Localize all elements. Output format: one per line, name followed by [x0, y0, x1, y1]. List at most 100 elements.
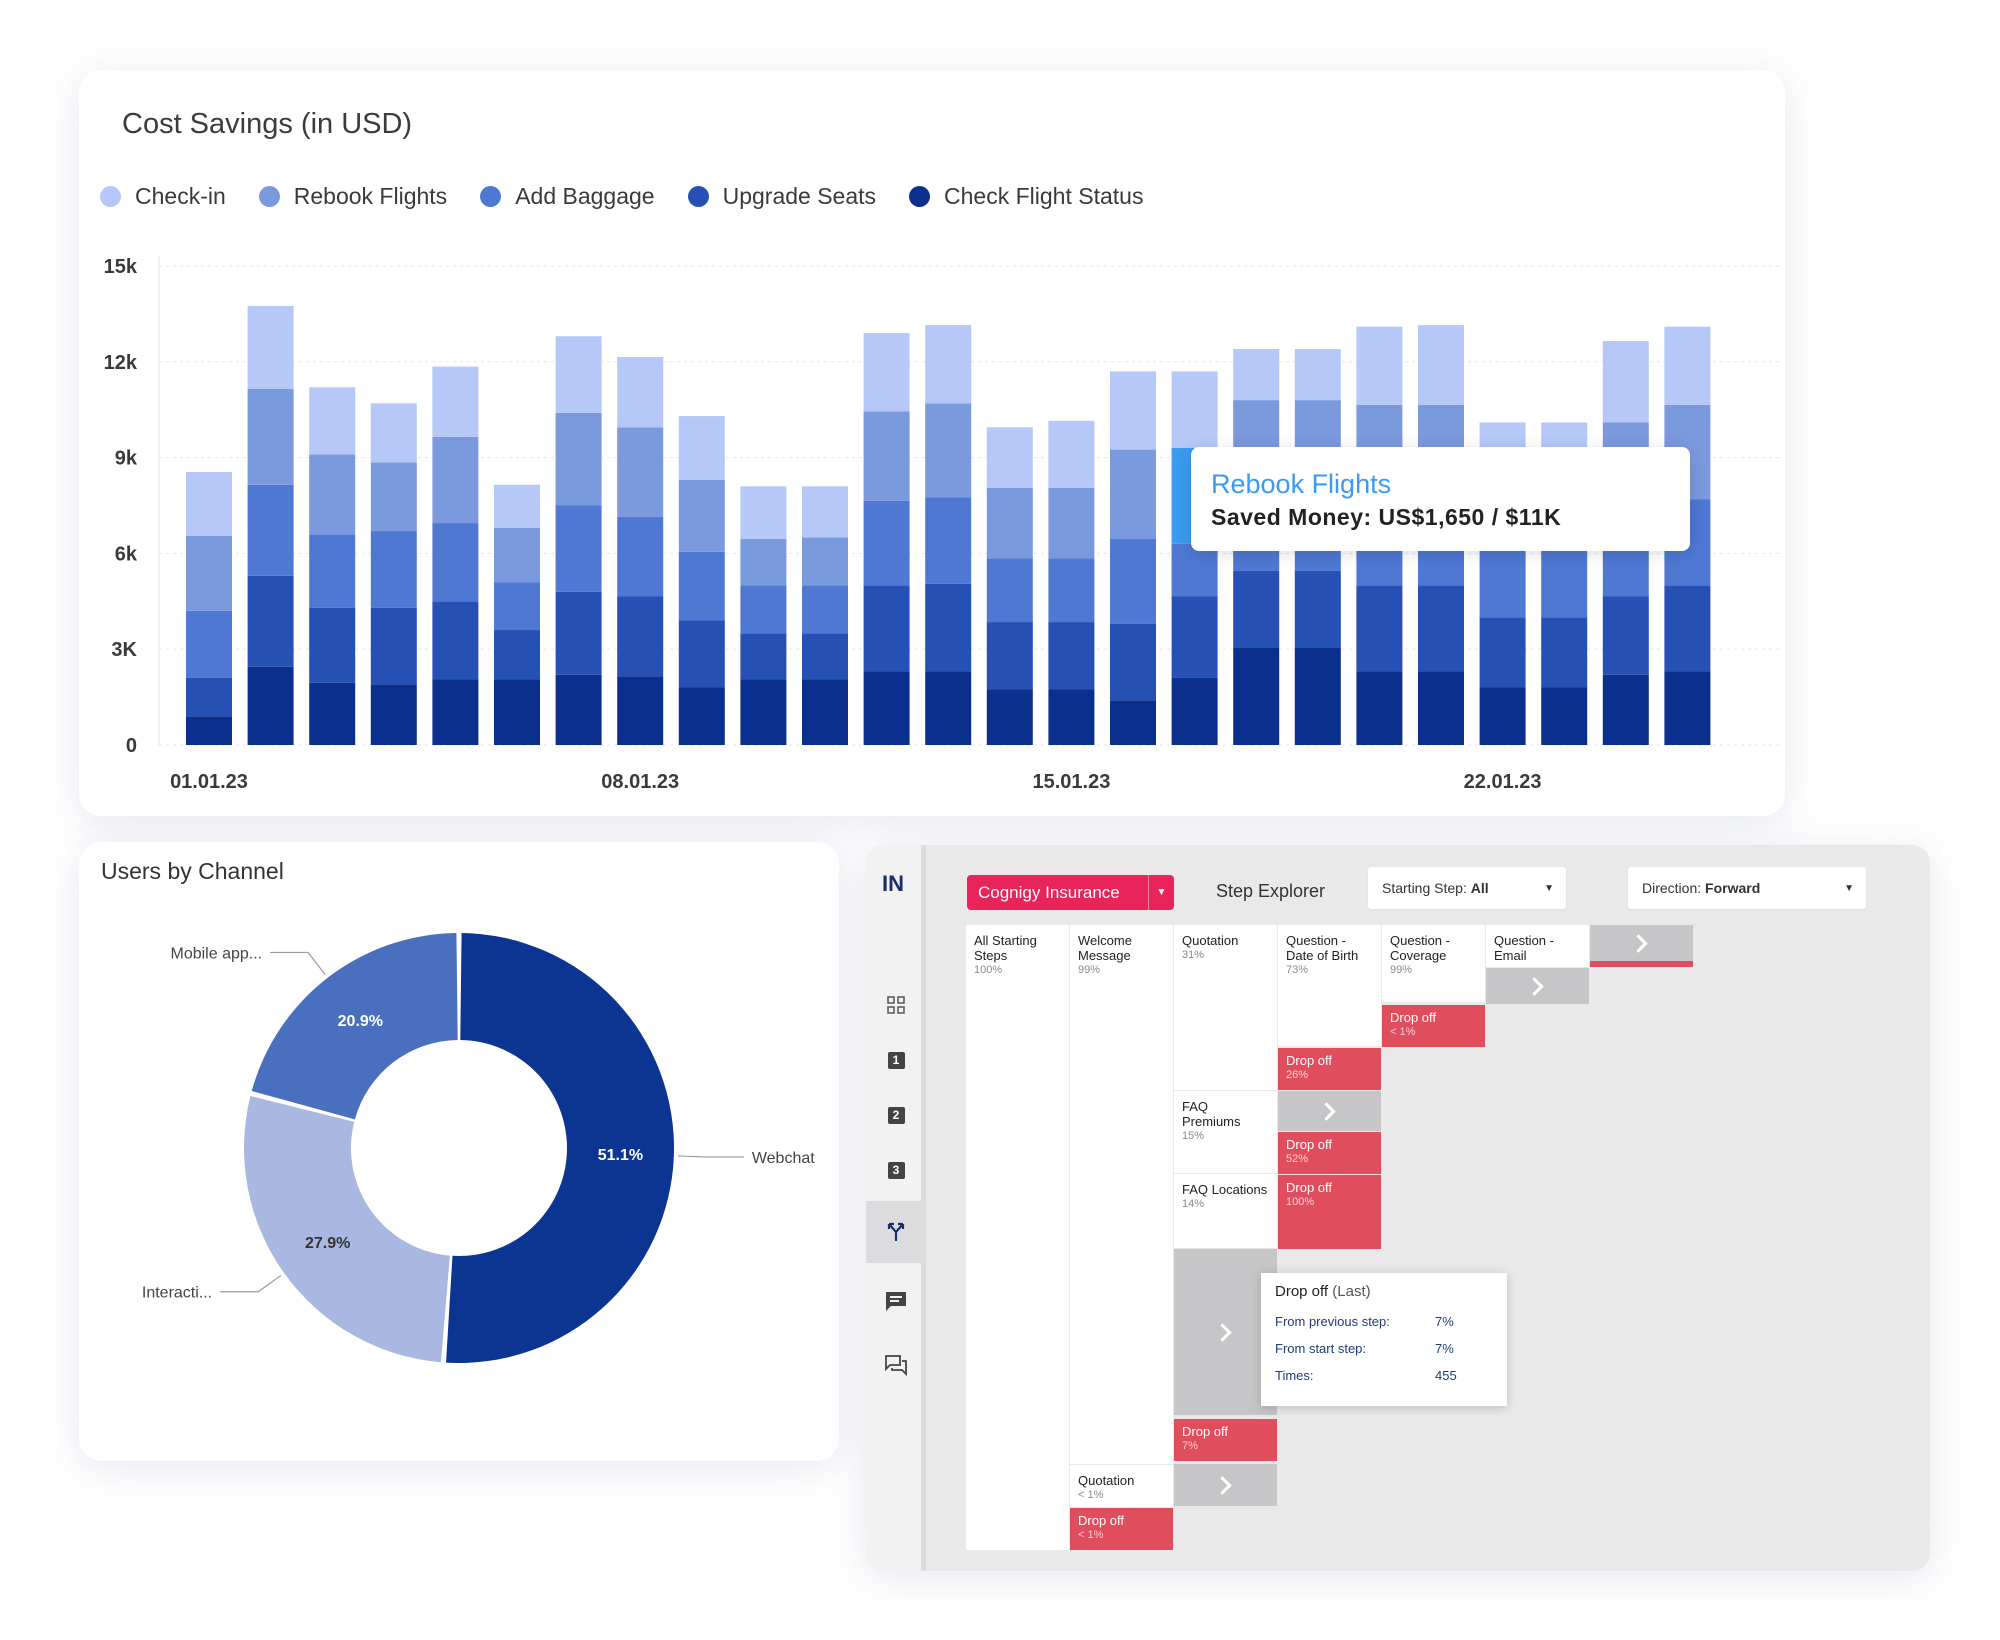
bar-segment[interactable] [1171, 596, 1218, 678]
bar-segment[interactable] [1171, 543, 1218, 597]
bar-segment[interactable] [1110, 539, 1156, 624]
bar-segment[interactable] [432, 436, 479, 524]
step-cell-question-date-of-birth[interactable]: Question - Date of Birth 73% [1278, 925, 1381, 1046]
donut-slice[interactable] [446, 933, 674, 1363]
step-cell-quotation-2[interactable]: Quotation < 1% [1070, 1465, 1173, 1507]
step-cell-drop-off[interactable]: Drop off 100% [1278, 1175, 1381, 1249]
next-step-button[interactable] [1278, 1091, 1381, 1131]
bar-segment[interactable] [863, 585, 910, 672]
bar-segment[interactable] [617, 676, 664, 745]
bar-segment[interactable] [678, 620, 725, 688]
bar-segment[interactable] [802, 585, 848, 634]
bar-segment[interactable] [186, 677, 232, 717]
bar-segment[interactable] [1664, 671, 1711, 745]
bar-segment[interactable] [802, 679, 848, 745]
bar-segment[interactable] [186, 610, 232, 678]
step-cell-question-email[interactable]: Question - Email [1486, 925, 1589, 967]
bar-segment[interactable] [1110, 700, 1156, 745]
bar-segment[interactable] [247, 484, 294, 576]
bar-segment[interactable] [617, 516, 664, 597]
bar-segment[interactable] [740, 679, 787, 745]
bar-segment[interactable] [986, 427, 1033, 488]
bar-segment[interactable] [1171, 677, 1218, 745]
bar-segment[interactable] [925, 497, 972, 584]
bar-segment[interactable] [370, 531, 417, 608]
bar-segment[interactable] [678, 687, 725, 745]
step-cell-faq-premiums[interactable]: FAQ Premiums 15% [1174, 1091, 1277, 1173]
step-cell-faq-locations[interactable]: FAQ Locations 14% [1174, 1174, 1277, 1248]
step-cell-quotation[interactable]: Quotation 31% [1174, 925, 1277, 1090]
bar-segment[interactable] [555, 336, 602, 413]
chat-icon[interactable] [876, 1281, 916, 1321]
bar-segment[interactable] [986, 622, 1033, 690]
bar-segment[interactable] [309, 454, 356, 535]
bar-segment[interactable] [247, 575, 294, 667]
bar-segment[interactable] [1418, 671, 1464, 745]
legend-item-upgrade-seats[interactable]: Upgrade Seats [687, 183, 876, 210]
bar-segment[interactable] [309, 534, 356, 608]
bar-segment[interactable] [555, 591, 602, 675]
bar-segment[interactable] [1048, 558, 1095, 623]
bar-segment[interactable] [1048, 420, 1095, 488]
bar-segment[interactable] [802, 486, 848, 538]
bar-segment[interactable] [1294, 647, 1341, 745]
bar-segment[interactable] [986, 558, 1033, 623]
bar-segment[interactable] [1356, 326, 1403, 405]
step-cell-drop-off[interactable]: Drop off 7% [1174, 1419, 1277, 1461]
bar-segment[interactable] [432, 601, 479, 680]
bar-segment[interactable] [1664, 326, 1711, 405]
step-2-icon[interactable]: 2 [876, 1095, 916, 1135]
step-cell-question-coverage[interactable]: Question - Coverage 99% [1382, 925, 1485, 1002]
bar-segment[interactable] [1048, 689, 1095, 745]
bar-segment[interactable] [617, 357, 664, 428]
bar-segment[interactable] [740, 486, 787, 540]
bar-segment[interactable] [1233, 647, 1280, 745]
next-step-button[interactable] [1590, 925, 1693, 961]
step-cell-drop-off[interactable]: Drop off < 1% [1070, 1508, 1173, 1550]
bar-segment[interactable] [1356, 585, 1403, 672]
step-cell-drop-off[interactable]: Drop off 26% [1278, 1048, 1381, 1090]
donut-slice[interactable] [244, 1095, 450, 1363]
step-3-icon[interactable]: 3 [876, 1150, 916, 1190]
step-1-icon[interactable]: 1 [876, 1040, 916, 1080]
step-cell-welcome-message[interactable]: Welcome Message 99% [1070, 925, 1173, 1464]
bar-segment[interactable] [186, 716, 232, 745]
bar-segment[interactable] [1541, 547, 1588, 618]
bar-segment[interactable] [370, 607, 417, 685]
bar-segment[interactable] [1233, 570, 1280, 648]
bar-segment[interactable] [802, 537, 848, 586]
bar-segment[interactable] [494, 582, 540, 631]
conversations-icon[interactable] [876, 1345, 916, 1385]
bar-segment[interactable] [494, 527, 540, 583]
bar-segment[interactable] [186, 535, 232, 611]
bar-segment[interactable] [370, 403, 417, 463]
bar-segment[interactable] [986, 487, 1033, 559]
bar-segment[interactable] [1541, 687, 1588, 745]
bar-segment[interactable] [925, 325, 972, 404]
bar-segment[interactable] [1356, 671, 1403, 745]
step-cell-drop-off[interactable]: Drop off 52% [1278, 1132, 1381, 1174]
starting-step-dropdown[interactable]: Starting Step: All ▼ [1368, 867, 1566, 909]
legend-item-add-baggage[interactable]: Add Baggage [480, 183, 655, 210]
bar-segment[interactable] [1048, 622, 1095, 690]
bar-segment[interactable] [494, 679, 540, 745]
bar-segment[interactable] [863, 500, 910, 586]
bar-segment[interactable] [1110, 371, 1156, 450]
step-cell-all-starting-steps[interactable]: All Starting Steps 100% [966, 925, 1069, 1550]
bar-segment[interactable] [802, 633, 848, 680]
bar-segment[interactable] [1664, 585, 1711, 672]
bar-segment[interactable] [678, 551, 725, 621]
bar-segment[interactable] [1479, 547, 1526, 618]
bar-segment[interactable] [1479, 617, 1526, 688]
bar-segment[interactable] [247, 388, 294, 485]
grid-icon[interactable] [876, 985, 916, 1025]
bar-segment[interactable] [309, 607, 356, 683]
bar-segment[interactable] [1418, 585, 1464, 672]
legend-item-check-flight-status[interactable]: Check Flight Status [909, 183, 1143, 210]
bar-segment[interactable] [678, 416, 725, 480]
chevron-down-icon[interactable]: ▼ [1148, 875, 1174, 910]
bar-segment[interactable] [678, 479, 725, 552]
next-step-button[interactable] [1174, 1464, 1277, 1506]
app-logo[interactable]: IN [882, 871, 904, 896]
bar-segment[interactable] [555, 505, 602, 592]
